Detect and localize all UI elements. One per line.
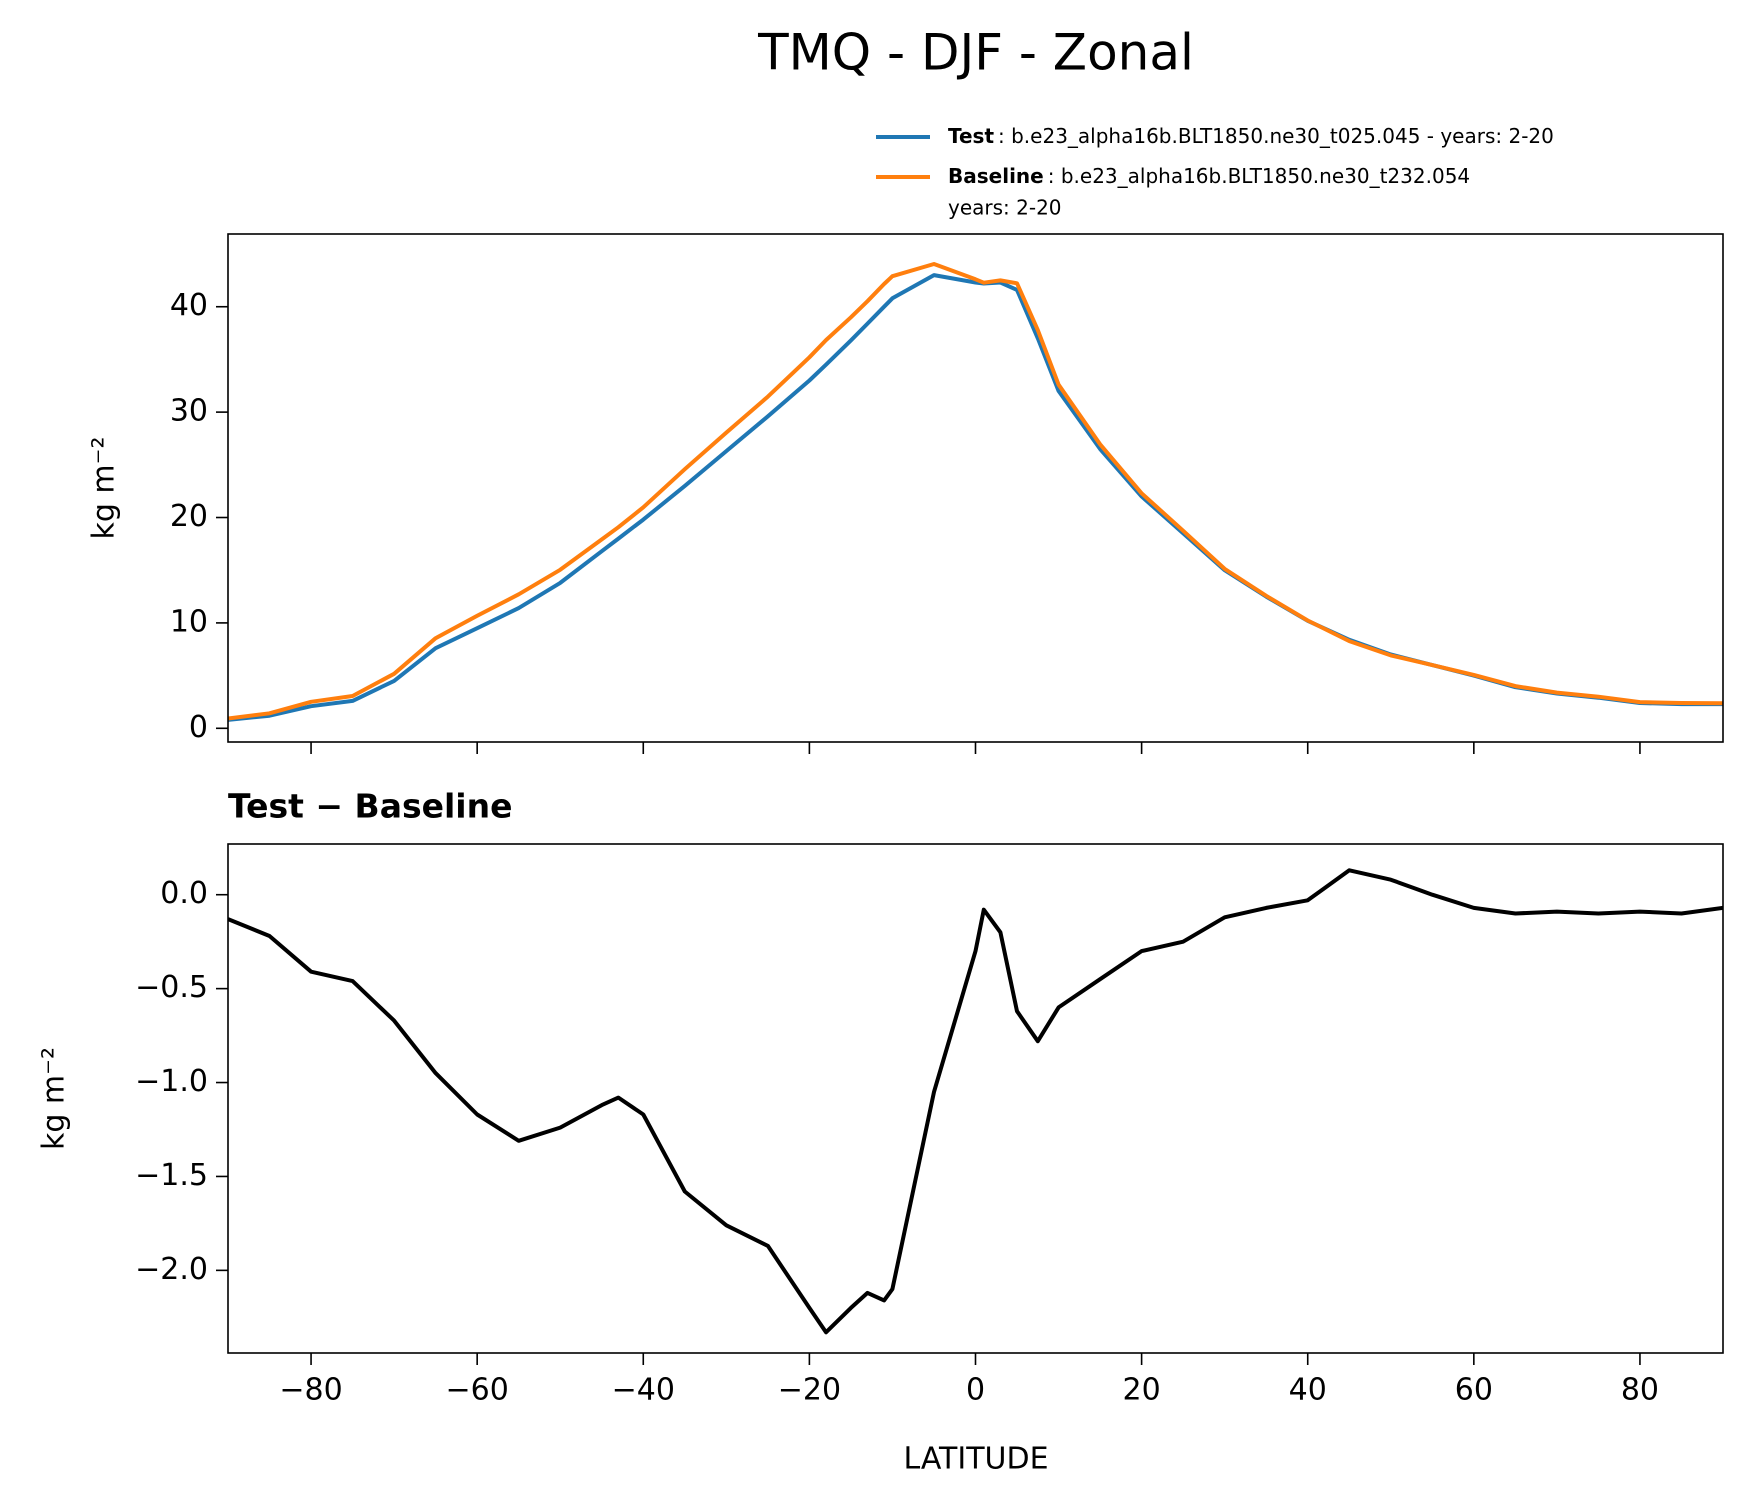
x-tick-label: 20 [1123,1373,1161,1408]
y-tick-label: 20 [170,499,208,534]
legend-label: Test: b.e23_alpha16b.BLT1850.ne30_t025.0… [948,124,1554,148]
x-tick-label: −20 [778,1373,841,1408]
x-tick-label: −40 [612,1373,675,1408]
y-tick-label: 40 [170,288,208,323]
x-tick-label: −60 [446,1373,509,1408]
y-tick-label: −2.0 [135,1252,208,1287]
data-line [228,868,1723,1335]
y-axis-label: kg m⁻² [37,1047,72,1150]
y-tick-label: 0 [189,710,208,745]
legend-label: Baseline: b.e23_alpha16b.BLT1850.ne30_t2… [948,164,1470,188]
x-tick-label: 0 [966,1373,985,1408]
plot-area [228,262,1723,722]
axes-frame [227,843,1724,1354]
x-tick-label: 60 [1455,1373,1493,1408]
x-tick-label: 80 [1621,1373,1659,1408]
data-line [228,262,1723,721]
subplot-title: Test − Baseline [228,787,513,826]
x-tick-label: 40 [1289,1373,1327,1408]
x-axis-label: LATITUDE [903,1442,1048,1477]
y-tick-label: 10 [170,604,208,639]
legend-description: : b.e23_alpha16b.BLT1850.ne30_t025.045 -… [998,124,1554,148]
y-tick-label: −0.5 [135,970,208,1005]
axes-frame [227,233,1724,743]
y-axis-label: kg m⁻² [87,436,122,539]
legend-name: Test [948,124,994,148]
y-tick-label: −1.0 [135,1064,208,1099]
legend-name: Baseline [948,164,1044,188]
legend-description: : b.e23_alpha16b.BLT1850.ne30_t232.054 [1048,164,1470,188]
legend-description: years: 2-20 [948,196,1062,220]
x-tick-label: −80 [279,1373,342,1408]
y-tick-label: −1.5 [135,1158,208,1193]
y-tick-label: 30 [170,394,208,429]
figure-title: TMQ - DJF - Zonal [757,24,1194,82]
y-tick-label: 0.0 [160,876,208,911]
plot-area [228,868,1723,1335]
